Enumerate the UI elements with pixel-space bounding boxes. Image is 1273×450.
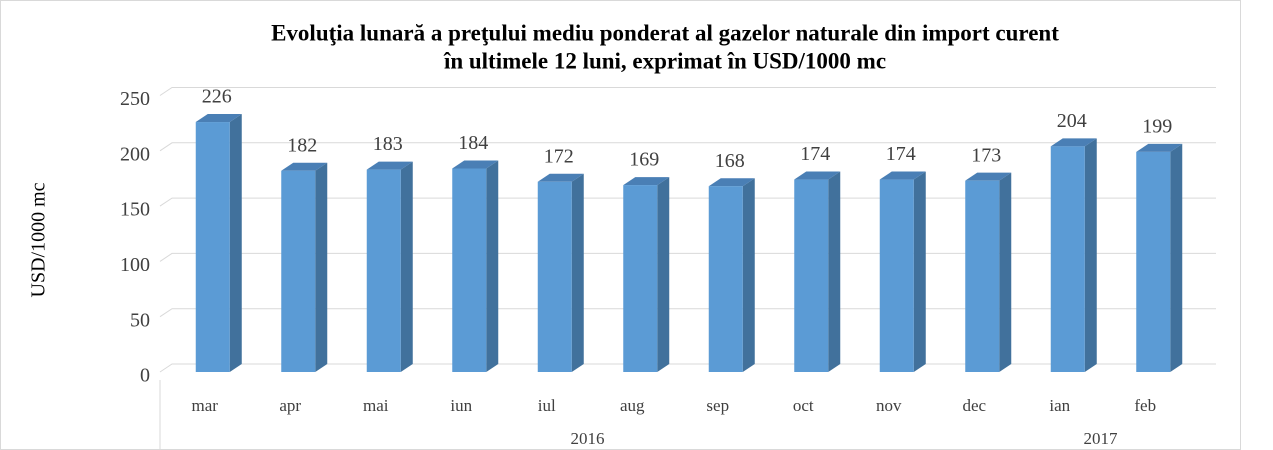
bar (452, 168, 487, 372)
bar-top (708, 178, 755, 187)
x-tick-label: apr (279, 396, 301, 415)
y-tick-label: 150 (120, 199, 150, 221)
y-tick-label: 100 (120, 254, 150, 276)
bar-top (366, 161, 413, 170)
data-label: 226 (202, 86, 232, 108)
data-label: 199 (1142, 115, 1172, 137)
bar (623, 185, 658, 372)
y-axis-label: USD/1000 mc (28, 182, 50, 297)
y-tick-label: 50 (130, 309, 150, 331)
grid-line (159, 197, 1216, 207)
grid-line (159, 252, 1216, 262)
bar-side (1084, 138, 1097, 372)
x-tick-label: mai (363, 396, 389, 415)
bar (1136, 151, 1171, 372)
bar-side (229, 114, 242, 372)
bar-top (281, 162, 328, 171)
grid-line (159, 308, 1216, 318)
x-tick-label: aug (620, 396, 645, 415)
data-label: 174 (886, 143, 916, 165)
bar (1050, 146, 1085, 372)
x-tick-label: iul (538, 396, 556, 415)
x-tick-label: mar (192, 396, 219, 415)
bar-side (571, 173, 584, 372)
bar-side (913, 171, 926, 372)
bar-top (623, 177, 670, 186)
chart-title: Evoluţia lunară a preţului mediu pondera… (271, 20, 1059, 45)
bar-side (1170, 143, 1183, 372)
data-label: 183 (373, 133, 403, 155)
data-label: 168 (715, 150, 745, 172)
data-label: 169 (629, 149, 659, 171)
bar-top (1136, 143, 1183, 152)
y-tick-label: 200 (120, 143, 150, 165)
bar-side (400, 161, 413, 372)
grid-line (159, 142, 1216, 152)
grid-line (159, 87, 1216, 96)
bar (366, 169, 401, 372)
data-label: 172 (544, 145, 574, 167)
bar-side (742, 178, 755, 372)
x-tick-label: nov (876, 396, 902, 415)
bar (281, 170, 316, 372)
chart-subtitle: în ultimele 12 luni, exprimat în USD/100… (443, 48, 886, 73)
data-label: 173 (971, 144, 1001, 166)
bar-top (452, 160, 499, 169)
x-tick-label: dec (962, 396, 986, 415)
y-tick-label: 0 (140, 365, 150, 387)
bar (708, 186, 743, 372)
x-tick-label: iun (450, 396, 472, 415)
bar-top (195, 114, 242, 123)
bar (879, 179, 914, 372)
bar (537, 181, 572, 372)
data-label: 182 (287, 134, 317, 156)
bar-side (315, 162, 328, 372)
bar (965, 180, 1000, 372)
x-tick-label: feb (1134, 396, 1156, 415)
bar-side (999, 172, 1012, 372)
bar (195, 122, 230, 372)
bar (794, 179, 829, 372)
bar-top (537, 173, 584, 182)
grid-line (159, 363, 1216, 373)
bar-side (657, 177, 670, 372)
x-group-label: 2017 (1084, 429, 1119, 448)
x-tick-label: oct (793, 396, 814, 415)
bar-top (879, 171, 926, 180)
data-label: 174 (800, 143, 830, 165)
bar-top (794, 171, 841, 180)
x-tick-label: sep (706, 396, 729, 415)
data-label: 184 (458, 132, 488, 154)
bar-side (486, 160, 499, 372)
bar-top (1050, 138, 1097, 147)
data-label: 204 (1057, 110, 1087, 132)
y-tick-label: 250 (120, 88, 150, 110)
bar-top (965, 172, 1012, 181)
x-group-label: 2016 (571, 429, 605, 448)
bar-side (828, 171, 841, 372)
x-tick-label: ian (1049, 396, 1070, 415)
